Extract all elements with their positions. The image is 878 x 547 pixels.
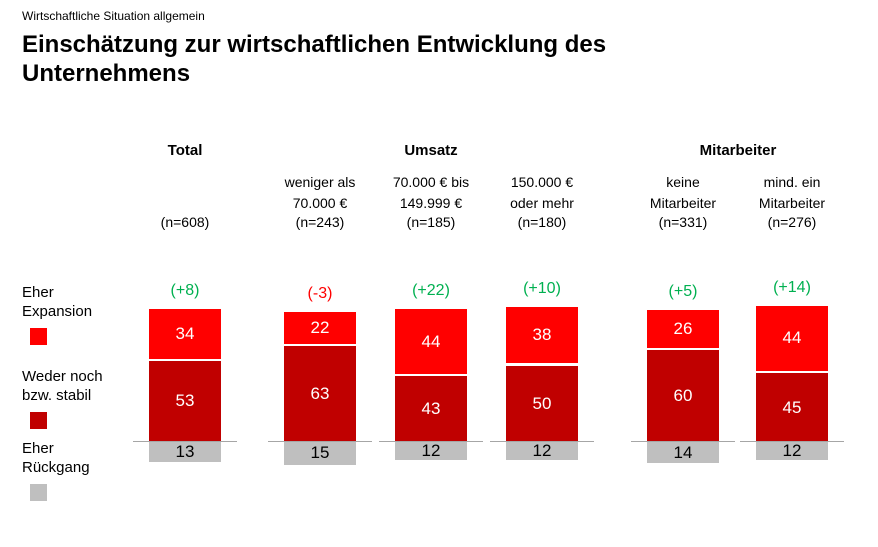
- column-label: keine: [666, 174, 700, 190]
- column-n-label: (n=185): [406, 214, 456, 230]
- segment-expansion: 44: [756, 305, 828, 374]
- group-header-total: Total: [167, 142, 203, 159]
- segment-expansion: 34: [149, 308, 221, 361]
- segment-expansion: 22: [284, 311, 356, 346]
- legend-label-rueckgang: Eher Rückgang: [22, 440, 90, 476]
- delta-label: (+10): [523, 280, 561, 298]
- segment-rueckgang: 12: [756, 441, 828, 461]
- legend-item-expansion: Eher Expansion: [22, 283, 142, 345]
- axis-baseline: [268, 441, 372, 442]
- segment-stabil: 50: [506, 365, 578, 442]
- axis-baseline: [740, 441, 844, 442]
- segment-expansion: 26: [647, 310, 719, 351]
- column-n-label: (n=608): [160, 214, 210, 230]
- column-label: 149.999 €: [399, 195, 463, 211]
- delta-label: (+14): [773, 278, 811, 296]
- segment-expansion: 38: [506, 307, 578, 366]
- legend-label-expansion: Eher Expansion: [22, 284, 93, 320]
- axis-baseline: [490, 441, 594, 442]
- column-label: 70.000 € bis: [392, 174, 470, 190]
- legend-swatch-stabil-icon: [30, 412, 47, 429]
- legend-swatch-expansion-icon: [30, 328, 47, 345]
- legend-item-rueckgang: Eher Rückgang: [22, 439, 142, 501]
- column-label: Mitarbeiter: [649, 195, 717, 211]
- column-n-label: (n=276): [767, 214, 817, 230]
- page-title: Einschätzung zur wirtschaftlichen Entwic…: [22, 31, 607, 87]
- legend-swatch-rueckgang-icon: [30, 484, 47, 501]
- segment-rueckgang: 15: [284, 442, 356, 465]
- group-header-mitarbeiter: Mitarbeiter: [699, 142, 777, 159]
- column-label: 150.000 €: [510, 174, 574, 190]
- column-label: weniger als: [284, 174, 356, 190]
- segment-stabil: 63: [284, 345, 356, 442]
- legend-item-stabil: Weder noch bzw. stabil: [22, 367, 142, 429]
- axis-baseline: [631, 441, 735, 442]
- axis-baseline: [379, 441, 483, 442]
- segment-stabil: 45: [756, 373, 828, 442]
- delta-label: (+8): [170, 281, 200, 299]
- group-header-umsatz: Umsatz: [404, 142, 458, 159]
- slide-kicker: Wirtschaftliche Situation allgemein: [22, 9, 205, 23]
- segment-rueckgang: 12: [506, 441, 578, 461]
- segment-stabil: 60: [647, 350, 719, 442]
- segment-rueckgang: 12: [395, 441, 467, 461]
- column-label: 70.000 €: [292, 195, 348, 211]
- delta-label: (+5): [668, 283, 698, 301]
- axis-baseline: [133, 441, 237, 442]
- column-label: Mitarbeiter: [758, 195, 826, 211]
- column-n-label: (n=331): [658, 214, 708, 230]
- column-label: mind. ein: [763, 174, 821, 190]
- segment-rueckgang: 14: [647, 442, 719, 464]
- segment-stabil: 53: [149, 360, 221, 442]
- segment-stabil: 43: [395, 376, 467, 442]
- delta-label: (+22): [412, 281, 450, 299]
- column-label: oder mehr: [510, 195, 574, 211]
- legend-label-stabil: Weder noch bzw. stabil: [22, 368, 103, 404]
- segment-expansion: 44: [395, 308, 467, 377]
- delta-label: (-3): [307, 284, 333, 302]
- column-n-label: (n=180): [517, 214, 567, 230]
- column-n-label: (n=243): [295, 214, 345, 230]
- segment-rueckgang: 13: [149, 442, 221, 462]
